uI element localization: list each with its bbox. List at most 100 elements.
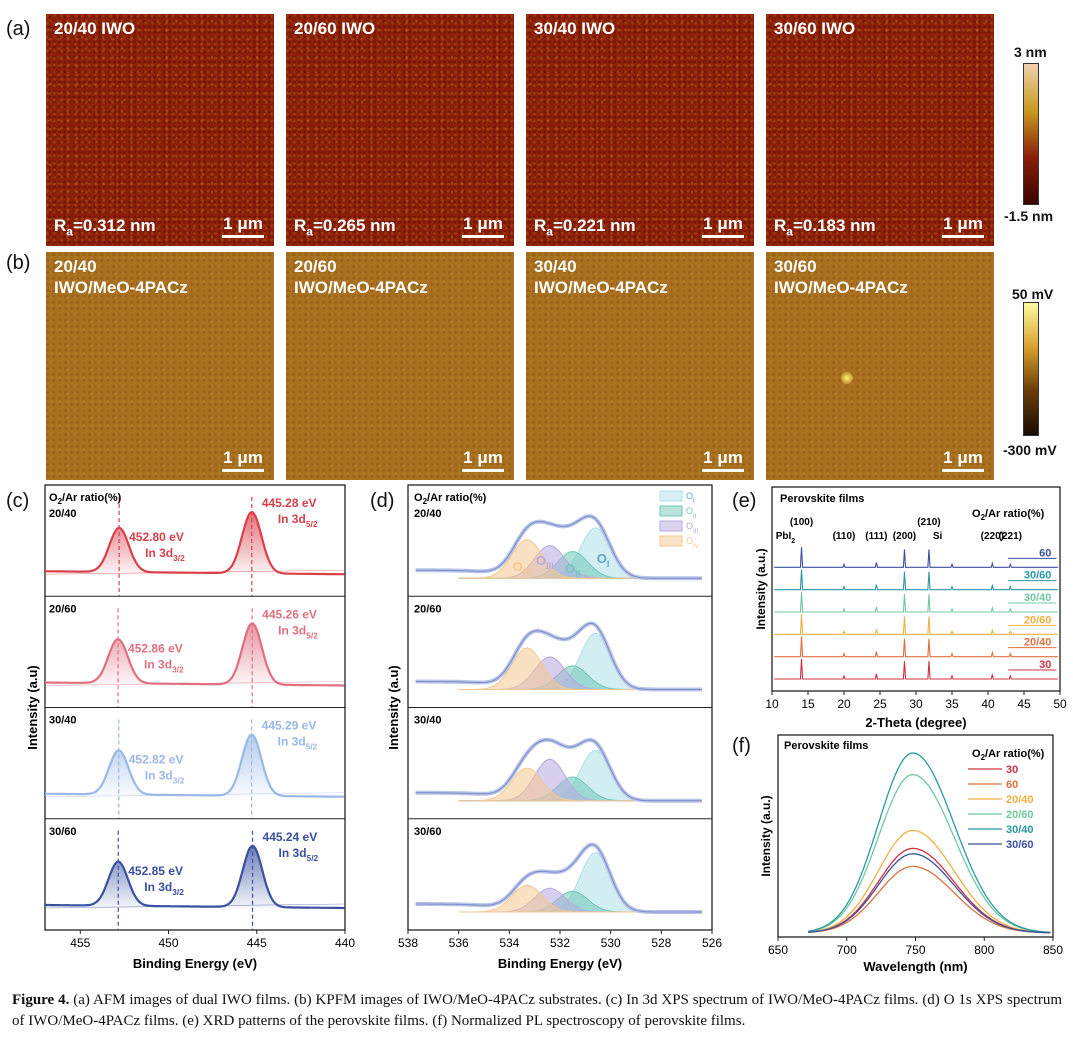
x-tick-label: 50 — [1053, 697, 1067, 711]
label-base: In 3d — [278, 623, 306, 637]
x-axis-label: Wavelength (nm) — [863, 959, 967, 974]
label-subscript: 3/2 — [172, 664, 184, 674]
xrd-series-label: 60 — [1039, 547, 1051, 559]
x-tick-label: 532 — [550, 936, 570, 950]
peak-label-orbital: In 3d3/2 — [144, 880, 184, 897]
peak-label: (210) — [917, 517, 940, 528]
peak-label-energy: 452.86 eV — [128, 641, 183, 655]
kpfm-image-title: 30/60 IWO/MeO-4PACz — [774, 256, 908, 298]
xrd-series-20/40 — [774, 636, 1058, 658]
ra-symbol: R — [774, 215, 787, 235]
chart-d-series-label: 20/40 — [414, 508, 442, 520]
xrd-series-30/60 — [774, 569, 1058, 591]
peak-label-energy: 452.80 eV — [129, 530, 184, 544]
peak-label: (111) — [865, 531, 887, 542]
label-base: In 3d — [278, 735, 306, 749]
series-line-30/40 — [44, 733, 345, 798]
series-fill — [45, 623, 345, 686]
panel-label-e: (e) — [732, 490, 757, 512]
caption-lead: Figure 4. — [12, 992, 70, 1008]
x-tick-label: 445 — [247, 936, 267, 950]
peak-label-energy: 445.24 eV — [263, 830, 318, 844]
series-fill — [45, 845, 345, 908]
peak-label-energy: 452.85 eV — [128, 864, 183, 878]
scale-bar-label: 1 μm — [223, 448, 263, 467]
series-fill — [45, 512, 345, 575]
label-base: In 3d — [145, 546, 173, 560]
component-label-OII: OII — [565, 561, 580, 579]
y-axis-label: Intensity (a.u.) — [759, 795, 773, 876]
ra-subscript: a — [786, 224, 793, 238]
label-base: In 3d — [278, 512, 306, 526]
x-tick-label: 450 — [159, 936, 179, 950]
baseline — [44, 792, 346, 798]
peak-label-energy: 445.26 eV — [262, 607, 317, 621]
label-base: In 3d — [144, 657, 172, 671]
ra-value: =0.183 nm — [792, 215, 876, 235]
peak-label: PbI2 — [776, 531, 796, 545]
x-tick-label: 528 — [651, 936, 671, 950]
xrd-series-30 — [774, 658, 1058, 680]
label-subscript: 5/2 — [306, 742, 318, 752]
baseline — [44, 569, 346, 575]
chart-d-series-label: 30/60 — [414, 826, 442, 838]
panel-label-a: (a) — [6, 18, 31, 40]
component-label-OIII: OIII — [536, 553, 554, 571]
scale-bar-label: 1 μm — [943, 448, 983, 467]
peak-label: (100) — [790, 517, 813, 528]
label-base: In 3d — [144, 880, 172, 894]
peak-label-energy: 445.29 eV — [262, 719, 317, 733]
pl-legend-label: 20/40 — [1006, 794, 1034, 806]
scale-bar-line — [462, 235, 504, 238]
peak-label-energy: 452.82 eV — [129, 753, 184, 767]
afm-image-title: 20/40 IWO — [54, 19, 136, 38]
kpfm-image-title: 20/40 IWO/MeO-4PACz — [54, 256, 188, 298]
chart-c-legend-title: O2/Ar ratio(%) — [49, 492, 122, 506]
figure-caption: Figure 4. (a) AFM images of dual IWO fil… — [12, 990, 1062, 1032]
afm-colorbar-top-label: 3 nm — [1014, 44, 1047, 60]
chart-c-series-label: 20/60 — [49, 603, 77, 615]
x-tick-label: 40 — [981, 697, 995, 711]
scale-bar-line — [702, 235, 744, 238]
label-base: O — [536, 553, 546, 568]
series-fill — [45, 734, 345, 797]
label-subscript: 3/2 — [172, 887, 184, 897]
xrd-series-label: 30/60 — [1024, 570, 1052, 582]
label-base: PbI — [776, 531, 792, 542]
scale-bar: 1 μm — [702, 214, 744, 238]
chart-f-legend-title: O2/Ar ratio(%) — [972, 748, 1045, 762]
chart-c-series-label: 30/60 — [49, 826, 77, 838]
scale-bar-line — [222, 469, 264, 472]
x-tick-label: 536 — [449, 936, 469, 950]
chart-e-legend-title: O2/Ar ratio(%) — [972, 508, 1045, 522]
ra-subscript: a — [546, 224, 553, 238]
scale-bar: 1 μm — [462, 448, 504, 472]
afm-image-1: 20/40 IWO Ra=0.312 nm 1 μm — [46, 14, 274, 246]
scale-bar-line — [942, 469, 984, 472]
ra-value: =0.221 nm — [552, 215, 636, 235]
xrd-series-label: 30 — [1039, 659, 1051, 671]
peak-label-orbital: In 3d3/2 — [144, 657, 184, 674]
component-label-OI: OI — [597, 551, 610, 569]
xrd-series-60 — [774, 547, 1058, 568]
fit-envelope-20/60 — [415, 622, 702, 690]
x-tick-label: 30 — [909, 697, 923, 711]
xrd-series-label: 20/40 — [1024, 637, 1052, 649]
peak-label: (220) — [981, 531, 1004, 542]
scale-bar: 1 μm — [462, 214, 504, 238]
peak-label-orbital: In 3d5/2 — [278, 512, 318, 529]
label-base: In 3d — [145, 769, 173, 783]
label-base: O — [686, 491, 693, 501]
label-base: O — [565, 561, 575, 576]
chart-c-series-label: 20/40 — [49, 508, 77, 520]
fit-envelope-30/60 — [415, 844, 702, 913]
pl-series-20/40 — [808, 829, 1051, 934]
caption-text: (a) AFM images of dual IWO films. (b) KP… — [12, 992, 1063, 1029]
kpfm-image-1: 20/40 IWO/MeO-4PACz 1 μm — [46, 252, 274, 480]
peak-label: (110) — [833, 531, 856, 542]
legend-label-OIV: OIV — [686, 536, 700, 550]
label-subscript: III — [546, 561, 554, 571]
pl-legend-label: 30/40 — [1006, 824, 1034, 836]
peak-label: Si — [933, 531, 943, 542]
x-tick-label: 750 — [905, 943, 925, 957]
